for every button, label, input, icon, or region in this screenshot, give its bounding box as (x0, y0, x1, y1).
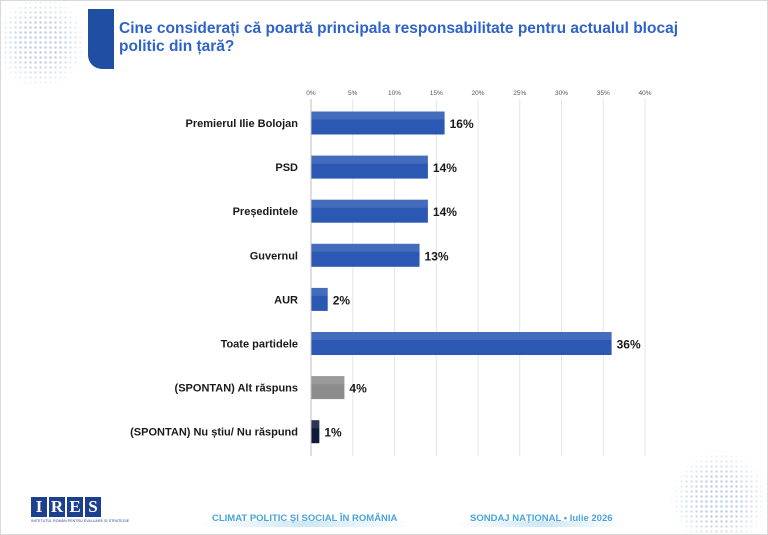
category-label: AUR (274, 294, 298, 306)
bar-highlight (311, 199, 428, 208)
bar-highlight (311, 287, 328, 296)
data-label: 16% (450, 117, 474, 131)
bar-highlight (311, 332, 612, 341)
bar (311, 111, 445, 135)
category-label: PSD (275, 162, 298, 174)
bar (311, 155, 428, 179)
footer-divider-right (456, 521, 626, 527)
bar-highlight (311, 420, 320, 429)
category-label: Guvernul (250, 250, 298, 262)
bar-highlight (311, 155, 428, 164)
x-tick-label: 15% (430, 90, 443, 97)
category-label: (SPONTAN) Nu știu/ Nu răspund (130, 427, 298, 439)
x-tick-label: 5% (348, 90, 358, 97)
ires-logo-letter: E (67, 497, 83, 517)
ires-logo-subtitle: INSTITUTUL ROMÂN PENTRU EVALUARE ȘI STRA… (31, 519, 130, 523)
footer-survey-date: SONDAJ NAȚIONAL • Iulie 2026 (470, 513, 613, 524)
data-label: 13% (425, 249, 449, 263)
footer-survey-title: CLIMAT POLITIC ȘI SOCIAL ÎN ROMÂNIA (212, 513, 398, 524)
category-label: Premierul Ilie Bolojan (186, 118, 299, 130)
bar-highlight (311, 376, 345, 385)
data-label: 14% (433, 205, 457, 219)
bar-highlight (311, 111, 445, 120)
title-accent-bar (88, 9, 114, 69)
category-labels: Premierul Ilie Bolojan PSD Președintele Guv… (130, 118, 298, 439)
ires-logo-letter: I (31, 497, 47, 517)
bar (311, 287, 328, 311)
decorative-dot-pattern-top-left (1, 1, 88, 90)
bar (311, 376, 345, 400)
x-tick-label: 20% (471, 90, 484, 97)
ires-logo-letter: S (85, 497, 101, 517)
x-tick-label: 10% (388, 90, 401, 97)
x-tick-label: 30% (555, 90, 568, 97)
bar (311, 243, 420, 267)
footer-divider-left (201, 521, 411, 527)
chart-gridlines (310, 99, 646, 456)
x-tick-label: 35% (597, 90, 610, 97)
x-tick-label: 25% (513, 90, 526, 97)
bar-highlight (311, 243, 420, 252)
value-labels: 16% 14% 14% 13% 2% 36% 4% 1% (324, 117, 641, 440)
bar-chart: 0% 5% 10% 15% 20% 25% 30% 35% 40% Premierul Ilie… (130, 90, 652, 456)
chart-bars (311, 111, 612, 444)
category-label: (SPONTAN) Alt răspuns (175, 383, 298, 395)
data-label: 1% (324, 426, 342, 440)
data-label: 4% (349, 382, 367, 396)
bar (311, 332, 612, 355)
ires-logo-letter: R (49, 497, 65, 517)
x-tick-label: 0% (306, 90, 316, 97)
bar (311, 199, 428, 223)
x-tick-label: 40% (638, 90, 651, 97)
decorative-dot-pattern-bottom-right (669, 449, 767, 534)
data-label: 2% (333, 293, 351, 307)
category-label: Președintele (233, 206, 298, 218)
data-label: 36% (617, 338, 641, 352)
category-label: Toate partidele (221, 339, 298, 351)
bar (311, 420, 320, 444)
data-label: 14% (433, 161, 457, 175)
chart-title: Cine considerați că poartă principala re… (119, 20, 679, 55)
x-axis-ticks: 0% 5% 10% 15% 20% 25% 30% 35% 40% (306, 90, 651, 97)
